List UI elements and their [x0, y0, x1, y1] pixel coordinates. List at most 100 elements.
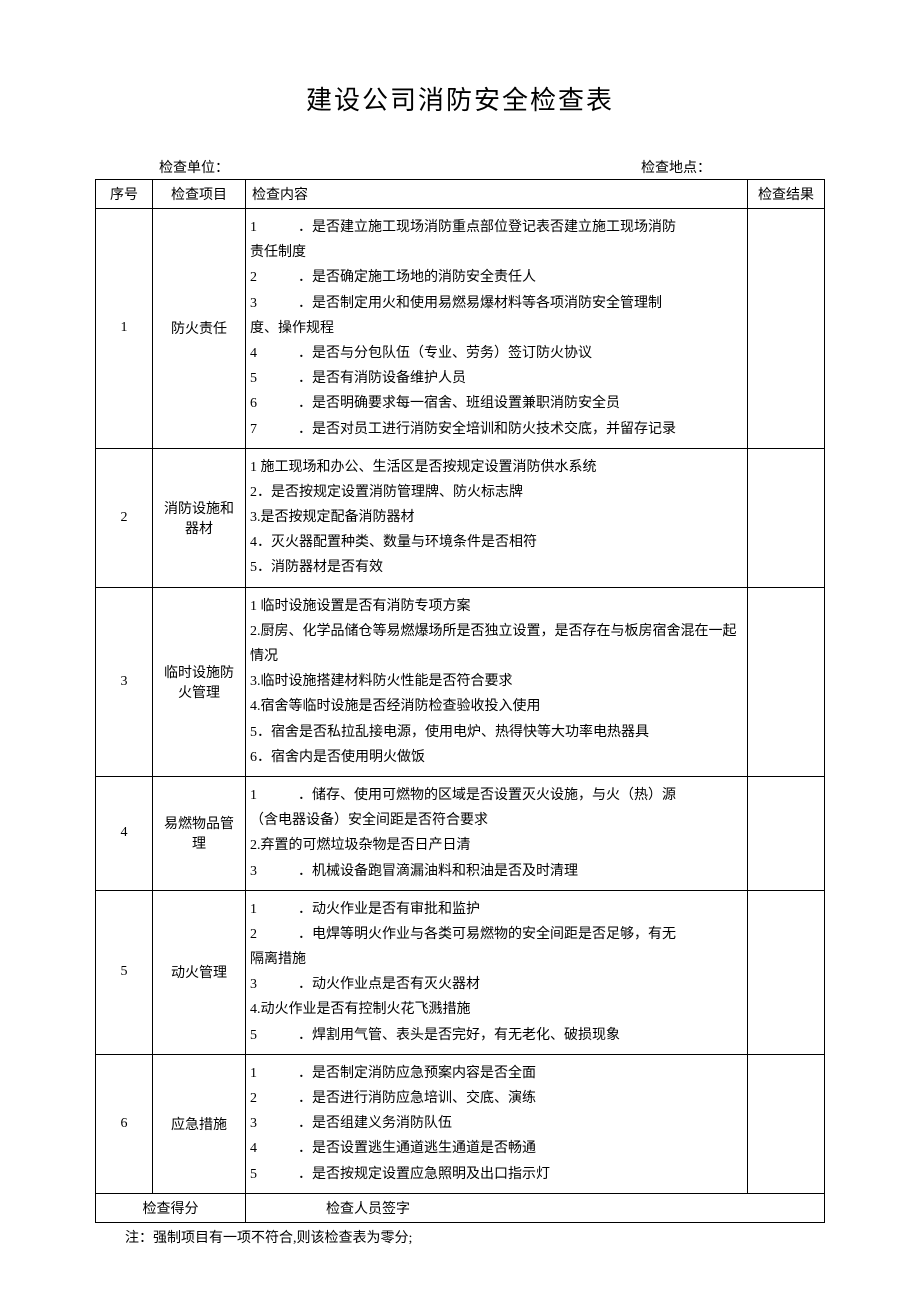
- content-num: 1: [250, 897, 268, 922]
- inspection-location-label: 检查地点：: [641, 157, 821, 177]
- content-line: （含电器设备）安全间距是否符合要求: [250, 808, 743, 833]
- footnote: 注：强制项目有一项不符合,则该检查表为零分;: [95, 1227, 825, 1247]
- content-line: 1 临时设施设置是否有消防专项方案: [250, 594, 743, 619]
- content-line: 3．机械设备跑冒滴漏油料和积油是否及时清理: [250, 859, 743, 884]
- content-line: 2.弃置的可燃垃圾杂物是否日产日清: [250, 833, 743, 858]
- content-line: 责任制度: [250, 240, 743, 265]
- cell-item: 动火管理: [153, 890, 246, 1054]
- content-num: 7: [250, 417, 268, 442]
- content-line: 5．消防器材是否有效: [250, 555, 743, 580]
- cell-content: 1．是否建立施工现场消防重点部位登记表否建立施工现场消防责任制度2．是否确定施工…: [246, 209, 748, 449]
- content-text: ．储存、使用可燃物的区域是否设置灭火设施，与火（热）源: [268, 783, 743, 808]
- page-title: 建设公司消防安全检查表: [95, 80, 825, 117]
- content-line: 3．是否制定用火和使用易燃易爆材料等各项消防安全管理制: [250, 291, 743, 316]
- content-line: 3．动火作业点是否有灭火器材: [250, 972, 743, 997]
- content-num: 2: [250, 1086, 268, 1111]
- cell-result: [748, 448, 825, 587]
- content-text: ．电焊等明火作业与各类可易燃物的安全间距是否足够，有无: [268, 922, 743, 947]
- table-row: 2消防设施和器材1 施工现场和办公、生活区是否按规定设置消防供水系统2．是否按规…: [96, 448, 825, 587]
- inspection-table: 序号 检查项目 检查内容 检查结果 1防火责任1．是否建立施工现场消防重点部位登…: [95, 179, 825, 1223]
- cell-result: [748, 587, 825, 776]
- cell-seq: 4: [96, 776, 153, 890]
- content-line: 3.临时设施搭建材料防火性能是否符合要求: [250, 669, 743, 694]
- table-row: 3临时设施防火管理1 临时设施设置是否有消防专项方案2.厨房、化学品储仓等易燃爆…: [96, 587, 825, 776]
- content-num: 3: [250, 972, 268, 997]
- cell-seq: 5: [96, 890, 153, 1054]
- content-text: ．是否与分包队伍（专业、劳务）签订防火协议: [268, 341, 743, 366]
- content-line: 4.宿舍等临时设施是否经消防检查验收投入使用: [250, 694, 743, 719]
- content-line: 隔离措施: [250, 947, 743, 972]
- content-num: 3: [250, 859, 268, 884]
- content-num: 6: [250, 391, 268, 416]
- cell-result: [748, 776, 825, 890]
- content-num: 5: [250, 1023, 268, 1048]
- content-line: 2.厨房、化学品储仓等易燃爆场所是否独立设置，是否存在与板房宿舍混在一起情况: [250, 619, 743, 669]
- content-line: 6．是否明确要求每一宿舍、班组设置兼职消防安全员: [250, 391, 743, 416]
- content-num: 3: [250, 291, 268, 316]
- content-num: 1: [250, 1061, 268, 1086]
- cell-result: [748, 890, 825, 1054]
- inspection-unit-label: 检查单位：: [99, 157, 641, 177]
- content-num: 5: [250, 366, 268, 391]
- cell-result: [748, 209, 825, 449]
- content-line: 3.是否按规定配备消防器材: [250, 505, 743, 530]
- content-line: 5．焊割用气管、表头是否完好，有无老化、破损现象: [250, 1023, 743, 1048]
- content-text: ．是否制定用火和使用易燃易爆材料等各项消防安全管理制: [268, 291, 743, 316]
- content-num: 5: [250, 1162, 268, 1187]
- content-line: 1．是否制定消防应急预案内容是否全面: [250, 1061, 743, 1086]
- cell-item: 临时设施防火管理: [153, 587, 246, 776]
- content-text: ．是否制定消防应急预案内容是否全面: [268, 1061, 743, 1086]
- cell-seq: 3: [96, 587, 153, 776]
- content-num: 4: [250, 1136, 268, 1161]
- table-row: 5动火管理1．动火作业是否有审批和监护2．电焊等明火作业与各类可易燃物的安全间距…: [96, 890, 825, 1054]
- content-line: 2．电焊等明火作业与各类可易燃物的安全间距是否足够，有无: [250, 922, 743, 947]
- content-line: 2．是否按规定设置消防管理牌、防火标志牌: [250, 480, 743, 505]
- content-num: 1: [250, 215, 268, 240]
- content-text: ．是否有消防设备维护人员: [268, 366, 743, 391]
- content-line: 1．是否建立施工现场消防重点部位登记表否建立施工现场消防: [250, 215, 743, 240]
- content-line: 1．动火作业是否有审批和监护: [250, 897, 743, 922]
- cell-seq: 1: [96, 209, 153, 449]
- content-text: ．是否确定施工场地的消防安全责任人: [268, 265, 743, 290]
- content-text: ．是否按规定设置应急照明及出口指示灯: [268, 1162, 743, 1187]
- content-num: 2: [250, 265, 268, 290]
- content-text: ．焊割用气管、表头是否完好，有无老化、破损现象: [268, 1023, 743, 1048]
- table-footer-row: 检查得分 检查人员签字: [96, 1193, 825, 1222]
- cell-seq: 2: [96, 448, 153, 587]
- content-line: 5．是否有消防设备维护人员: [250, 366, 743, 391]
- cell-content: 1．是否制定消防应急预案内容是否全面2．是否进行消防应急培训、交底、演练3．是否…: [246, 1054, 748, 1193]
- cell-item: 易燃物品管理: [153, 776, 246, 890]
- content-num: 1: [250, 783, 268, 808]
- content-num: 3: [250, 1111, 268, 1136]
- header-content: 检查内容: [246, 180, 748, 209]
- content-line: 1．储存、使用可燃物的区域是否设置灭火设施，与火（热）源: [250, 783, 743, 808]
- content-line: 3．是否组建义务消防队伍: [250, 1111, 743, 1136]
- content-num: 2: [250, 922, 268, 947]
- content-line: 4.动火作业是否有控制火花飞溅措施: [250, 997, 743, 1022]
- content-line: 2．是否进行消防应急培训、交底、演练: [250, 1086, 743, 1111]
- content-text: ．机械设备跑冒滴漏油料和积油是否及时清理: [268, 859, 743, 884]
- table-row: 6应急措施1．是否制定消防应急预案内容是否全面2．是否进行消防应急培训、交底、演…: [96, 1054, 825, 1193]
- content-text: ．是否建立施工现场消防重点部位登记表否建立施工现场消防: [268, 215, 743, 240]
- content-text: ．是否对员工进行消防安全培训和防火技术交底，并留存记录: [268, 417, 743, 442]
- score-label: 检查得分: [96, 1193, 246, 1222]
- content-line: 7．是否对员工进行消防安全培训和防火技术交底，并留存记录: [250, 417, 743, 442]
- content-text: ．是否进行消防应急培训、交底、演练: [268, 1086, 743, 1111]
- cell-content: 1．动火作业是否有审批和监护2．电焊等明火作业与各类可易燃物的安全间距是否足够，…: [246, 890, 748, 1054]
- content-line: 1 施工现场和办公、生活区是否按规定设置消防供水系统: [250, 455, 743, 480]
- meta-row: 检查单位： 检查地点：: [95, 157, 825, 177]
- cell-item: 消防设施和器材: [153, 448, 246, 587]
- content-text: ．是否设置逃生通道逃生通道是否畅通: [268, 1136, 743, 1161]
- cell-seq: 6: [96, 1054, 153, 1193]
- cell-content: 1．储存、使用可燃物的区域是否设置灭火设施，与火（热）源（含电器设备）安全间距是…: [246, 776, 748, 890]
- content-line: 4．是否与分包队伍（专业、劳务）签订防火协议: [250, 341, 743, 366]
- content-line: 6．宿舍内是否使用明火做饭: [250, 745, 743, 770]
- content-num: 4: [250, 341, 268, 366]
- content-line: 4．灭火器配置种类、数量与环境条件是否相符: [250, 530, 743, 555]
- header-seq: 序号: [96, 180, 153, 209]
- cell-item: 应急措施: [153, 1054, 246, 1193]
- content-line: 度、操作规程: [250, 316, 743, 341]
- content-line: 2．是否确定施工场地的消防安全责任人: [250, 265, 743, 290]
- cell-content: 1 临时设施设置是否有消防专项方案2.厨房、化学品储仓等易燃爆场所是否独立设置，…: [246, 587, 748, 776]
- content-line: 4．是否设置逃生通道逃生通道是否畅通: [250, 1136, 743, 1161]
